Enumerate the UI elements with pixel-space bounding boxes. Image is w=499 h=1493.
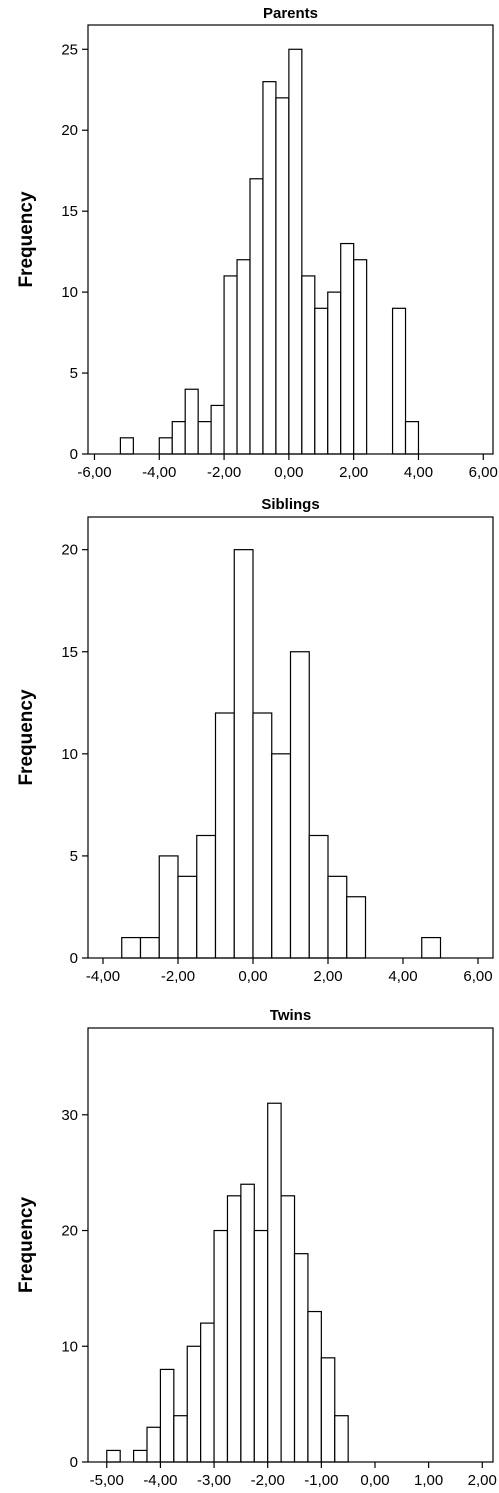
histogram-bar (158, 437, 173, 455)
histogram-bar (196, 834, 217, 959)
y-axis-label: Frequency (16, 689, 37, 786)
y-tick-label: 20 (61, 1223, 78, 1240)
y-tick-label: 30 (61, 1107, 78, 1124)
y-axis-label: Frequency (16, 191, 37, 288)
histogram-bar (289, 651, 310, 959)
x-tick-label: -2,00 (207, 464, 241, 481)
histogram-bar (271, 753, 292, 959)
histogram-bar (293, 1253, 309, 1463)
histogram-bar (267, 1102, 282, 1463)
x-tick-label: 2,00 (339, 464, 368, 481)
x-tick-label: -4,00 (86, 968, 120, 985)
x-tick-label: 6,00 (463, 968, 492, 985)
histogram-bar (210, 404, 225, 455)
x-tick-label: -5,00 (90, 1472, 124, 1489)
histogram-bar (159, 1368, 175, 1463)
histogram-bar (421, 936, 442, 959)
plot-frame (87, 24, 494, 455)
y-tick-label: 0 (70, 950, 78, 967)
plot-frame (87, 1027, 494, 1463)
histogram-bar (213, 1229, 229, 1463)
x-tick-label: -2,00 (161, 968, 195, 985)
y-tick-label: 0 (70, 446, 78, 463)
histogram-bar (200, 1322, 215, 1463)
x-tick-label: 2,00 (468, 1472, 497, 1489)
histogram-bar (240, 1183, 255, 1463)
histogram-bar (173, 1415, 188, 1463)
chart-panel-parents: Parents Frequency 0 5 10 15 20 25 -6,00 -4,00 -2,0… (16, 5, 498, 481)
histogram-bar (340, 242, 355, 455)
histogram-bar (139, 936, 160, 959)
y-tick-label: 20 (61, 542, 78, 559)
y-tick-label: 10 (61, 284, 78, 301)
x-tick-label: -6,00 (77, 464, 111, 481)
histogram-bar (346, 896, 367, 959)
plot-frame (87, 516, 494, 959)
histogram-bar (171, 421, 186, 455)
chart-title: Siblings (261, 496, 319, 513)
histogram-bar (197, 421, 212, 455)
x-tick-label: -2,00 (251, 1472, 285, 1489)
histogram-bar (275, 97, 290, 455)
x-tick-label: 4,00 (404, 464, 433, 481)
x-tick-label: -3,00 (197, 1472, 231, 1489)
x-tick-label: -1,00 (304, 1472, 338, 1489)
histogram-bar (214, 712, 235, 959)
chart-panel-siblings: Siblings Frequency 0 5 10 15 20 -4,00 -2,00 0,00 2… (16, 496, 494, 985)
x-tick-label: 6,00 (469, 464, 498, 481)
histogram-bar (226, 1195, 242, 1463)
x-tick-label: 0,00 (360, 1472, 389, 1489)
histogram-bar (158, 855, 179, 959)
y-tick-label: 25 (61, 41, 78, 58)
y-axis-label: Frequency (16, 1197, 37, 1294)
y-tick-label: 5 (70, 365, 78, 382)
histogram-bar (252, 712, 273, 959)
histogram-bar (146, 1426, 162, 1463)
histogram-bar (223, 275, 238, 455)
histogram-bar (280, 1195, 296, 1463)
x-tick-label: 2,00 (313, 968, 342, 985)
histogram-bar (404, 421, 420, 455)
histogram-bar (184, 388, 199, 455)
histogram-bar (253, 1229, 269, 1463)
y-tick-label: 20 (61, 122, 78, 139)
x-tick-label: -4,00 (142, 464, 176, 481)
y-tick-label: 10 (61, 1338, 78, 1355)
histogram-bar (106, 1449, 121, 1463)
histogram-bar (334, 1415, 349, 1463)
histogram-bar (233, 549, 254, 959)
histogram-bar (314, 307, 329, 455)
x-tick-label: 1,00 (414, 1472, 443, 1489)
histogram-bar (327, 875, 348, 959)
histogram-bar (262, 81, 277, 455)
histogram-bar (177, 875, 198, 959)
histogram-bar (320, 1357, 336, 1463)
histogram-bar (236, 259, 251, 455)
x-tick-label: 0,00 (238, 968, 267, 985)
y-tick-label: 0 (70, 1454, 78, 1471)
chart-title: Parents (263, 5, 318, 22)
x-tick-label: -4,00 (143, 1472, 177, 1489)
y-tick-label: 15 (61, 644, 78, 661)
histogram-bar (391, 307, 407, 455)
y-tick-label: 5 (70, 848, 78, 865)
histogram-bar (307, 1310, 322, 1463)
histogram-bar (327, 291, 342, 455)
histogram-bar (186, 1345, 202, 1463)
histogram-bar (121, 936, 142, 959)
chart-title: Twins (270, 1007, 311, 1024)
x-tick-label: 4,00 (388, 968, 417, 985)
y-tick-label: 10 (61, 746, 78, 763)
histogram-bar (119, 437, 134, 455)
histogram-bar (353, 259, 368, 455)
histogram-bar (288, 48, 303, 455)
chart-panel-twins: Twins Frequency 0 10 20 30 -5,00 -4,00 -3,00 -2,0… (16, 1007, 497, 1489)
histogram-bar (301, 275, 316, 455)
histogram-bar (132, 1449, 148, 1463)
x-tick-label: 0,00 (274, 464, 303, 481)
histogram-bar (308, 834, 329, 959)
y-tick-label: 15 (61, 203, 78, 220)
histogram-bar (249, 178, 264, 455)
